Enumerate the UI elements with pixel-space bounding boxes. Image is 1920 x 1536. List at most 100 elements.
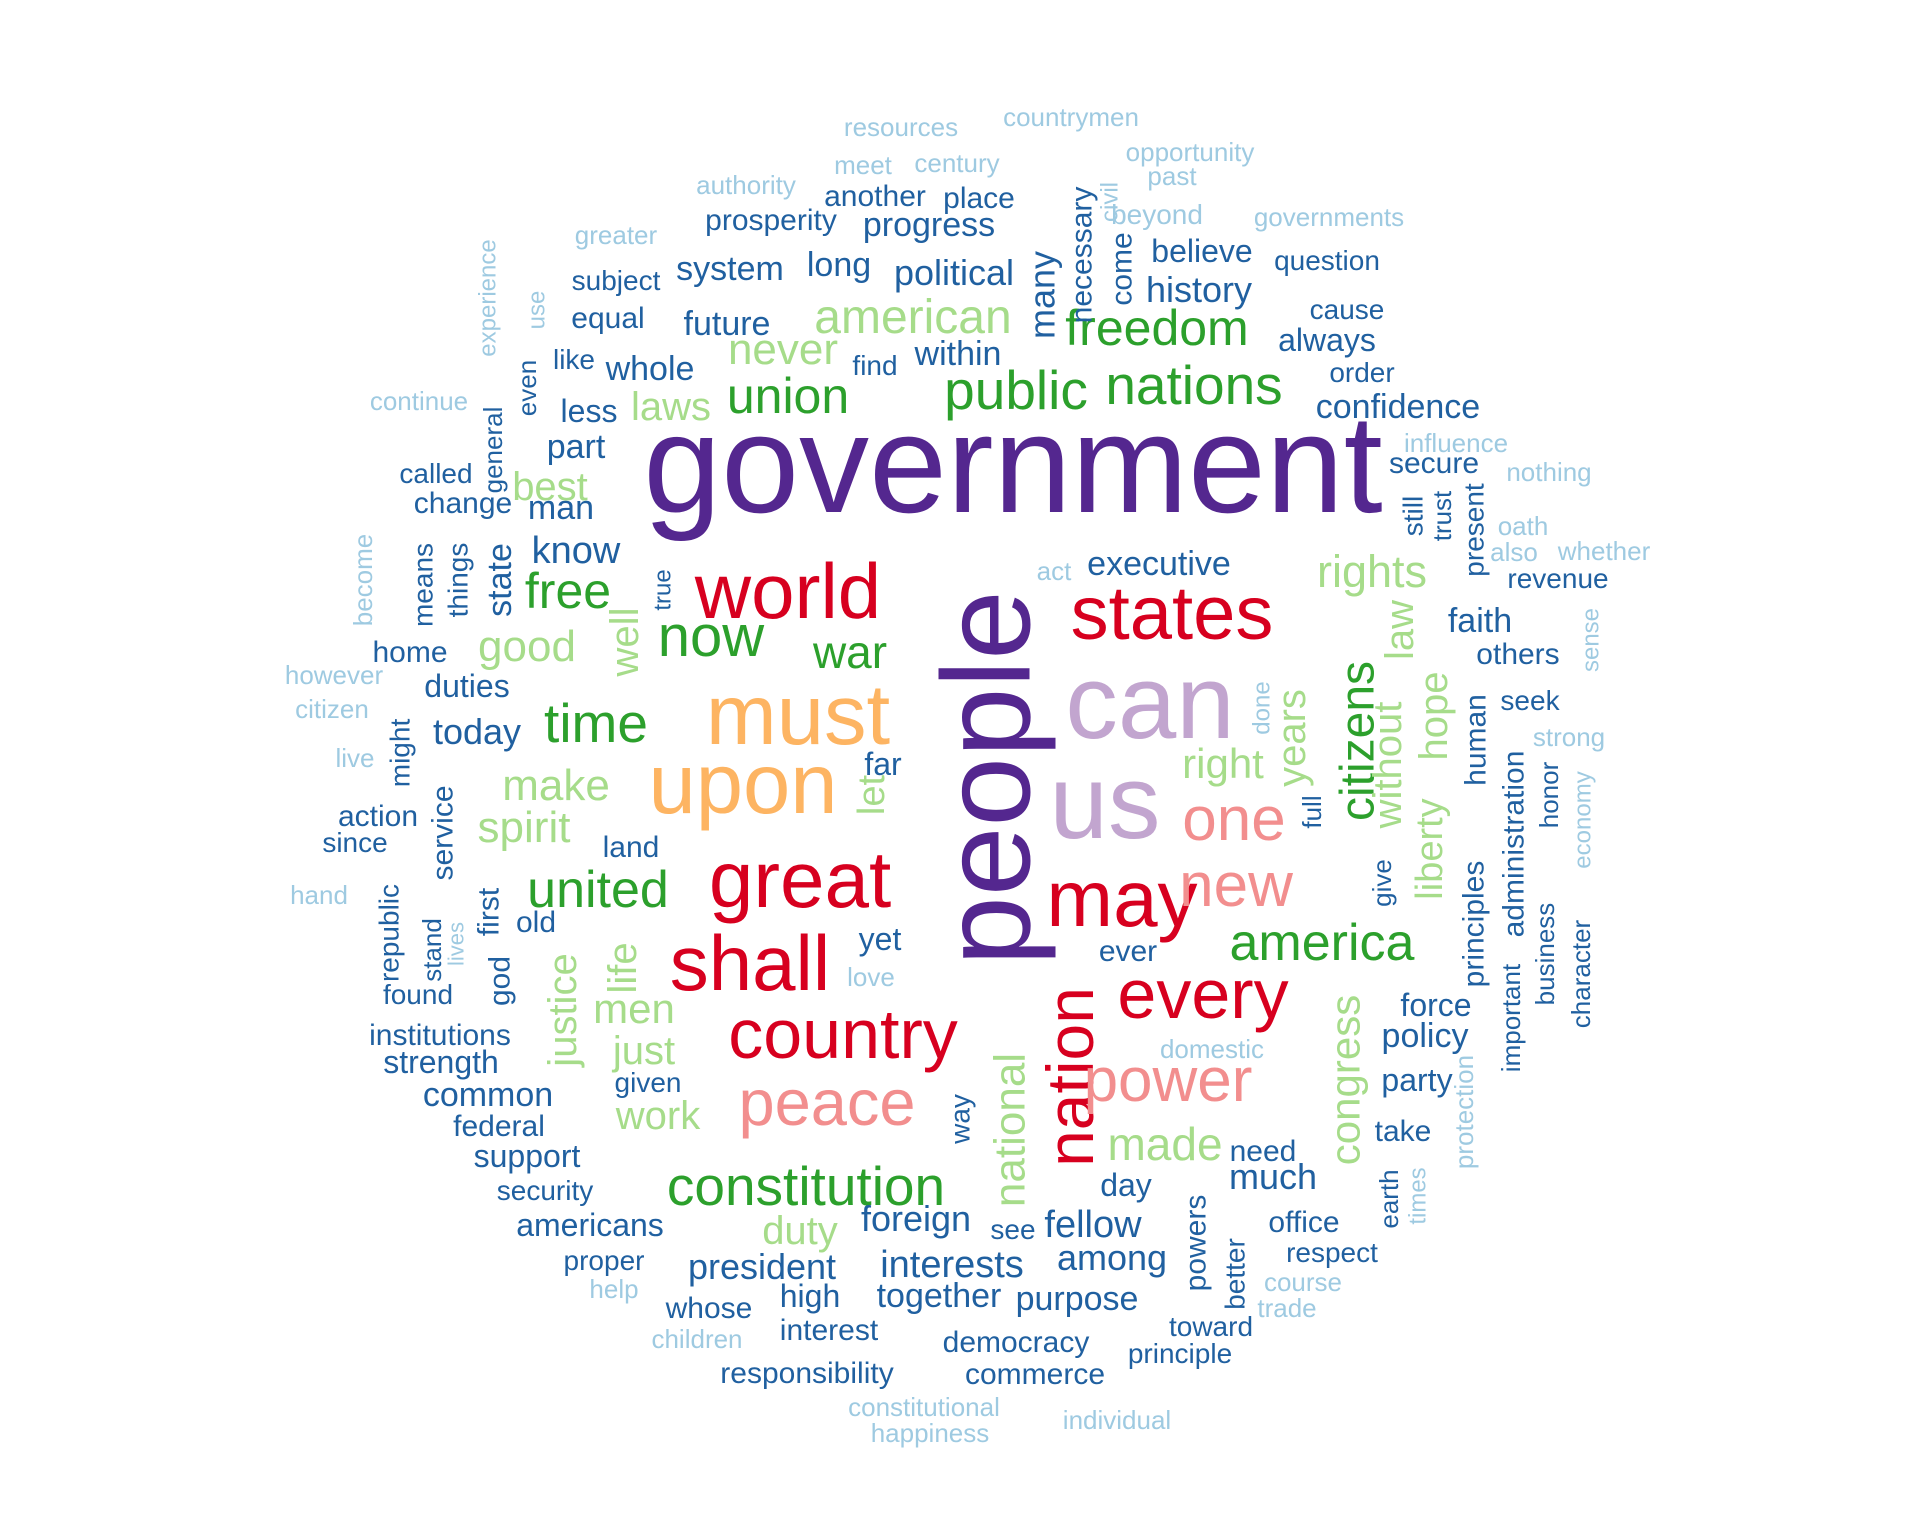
word-strong: strong [1533,722,1605,752]
word-force: force [1400,987,1471,1023]
word-right: right [1182,740,1264,787]
word-world: world [694,547,881,635]
word-happiness: happiness [871,1418,990,1448]
word-states: states [1071,571,1274,656]
word-oath: oath [1498,511,1549,541]
word-become: become [348,534,378,627]
word-congress: congress [1322,995,1369,1165]
word-authority: authority [696,170,796,200]
word-laws: laws [631,385,711,429]
word-true: true [650,569,677,610]
word-state: state [481,543,519,617]
word-domestic: domestic [1160,1034,1264,1064]
word-security: security [497,1175,593,1206]
word-people: people [918,590,1057,965]
word-meet: meet [834,150,893,180]
word-let: let [851,774,893,815]
word-americans: americans [516,1207,664,1243]
word-course: course [1264,1267,1342,1297]
word-way: way [945,1094,976,1145]
word-can: can [1065,644,1234,761]
word-must: must [706,668,890,763]
word-place: place [943,182,1015,215]
word-change: change [414,487,512,520]
word-influence: influence [1404,428,1508,458]
word-sense: sense [1578,608,1605,672]
word-respect: respect [1286,1237,1378,1268]
word-even: even [512,360,542,416]
word-institutions: institutions [369,1019,511,1052]
word-may: may [1046,854,1197,943]
word-country: country [728,995,958,1073]
word-make: make [502,761,610,810]
word-found: found [383,979,453,1010]
word-national: national [986,1053,1035,1207]
word-power: power [1084,1046,1253,1115]
word-might: might [385,719,416,788]
word-character: character [1566,919,1596,1028]
word-executive: executive [1087,545,1231,583]
word-policy: policy [1382,1017,1469,1055]
word-freedom: freedom [1065,300,1248,356]
word-lives: lives [444,922,469,966]
word-take: take [1375,1115,1432,1148]
word-american: american [814,291,1011,344]
word-many: many [1022,251,1063,339]
word-common: common [423,1076,553,1114]
word-support: support [474,1138,581,1174]
word-democracy: democracy [943,1326,1090,1359]
word-political: political [894,252,1014,293]
word-office: office [1268,1206,1339,1239]
word-day: day [1100,1167,1152,1203]
word-present: present [1459,483,1490,577]
word-however: however [285,660,384,690]
word-service: service [427,785,460,880]
word-things: things [443,543,474,618]
word-experience: experience [475,239,502,356]
word-federal: federal [453,1110,545,1143]
word-use: use [524,291,551,330]
word-action: action [338,800,418,833]
word-beyond: beyond [1111,199,1203,230]
word-others: others [1476,638,1559,671]
word-past: past [1147,161,1197,191]
word-years: years [1270,689,1314,787]
word-america: america [1230,914,1415,972]
word-long: long [807,246,871,284]
word-never: never [728,325,838,374]
word-protection: protection [1449,1055,1479,1169]
word-union: union [727,368,849,424]
word-give: give [1367,859,1397,907]
word-constitution: constitution [667,1155,945,1217]
word-believe: believe [1151,233,1252,269]
word-first: first [473,887,506,936]
word-business: business [1530,903,1560,1006]
word-liberty: liberty [1409,798,1451,899]
word-made: made [1107,1118,1222,1170]
word-toward: toward [1169,1311,1253,1342]
word-confidence: confidence [1316,388,1480,426]
word-hand: hand [290,880,348,910]
word-well: well [603,608,647,678]
word-without: without [1366,702,1410,830]
word-century: century [914,148,999,178]
word-necessary: necessary [1066,187,1099,324]
word-means: means [408,543,439,627]
word-now: now [658,604,766,669]
word-trade: trade [1257,1293,1316,1323]
word-trust: trust [1427,490,1457,541]
word-economy: economy [1570,771,1597,868]
word-fellow: fellow [1044,1204,1142,1246]
word-general: general [478,407,508,494]
word-today: today [433,711,521,752]
word-powers: powers [1180,1195,1213,1292]
word-find: find [852,350,897,381]
word-united: united [527,861,669,919]
word-honor: honor [1534,761,1564,828]
word-far: far [864,746,902,782]
word-god: god [484,956,517,1006]
word-whose: whose [665,1292,753,1325]
word-within: within [914,335,1002,373]
word-important: important [1496,963,1526,1072]
word-subject: subject [572,265,661,296]
